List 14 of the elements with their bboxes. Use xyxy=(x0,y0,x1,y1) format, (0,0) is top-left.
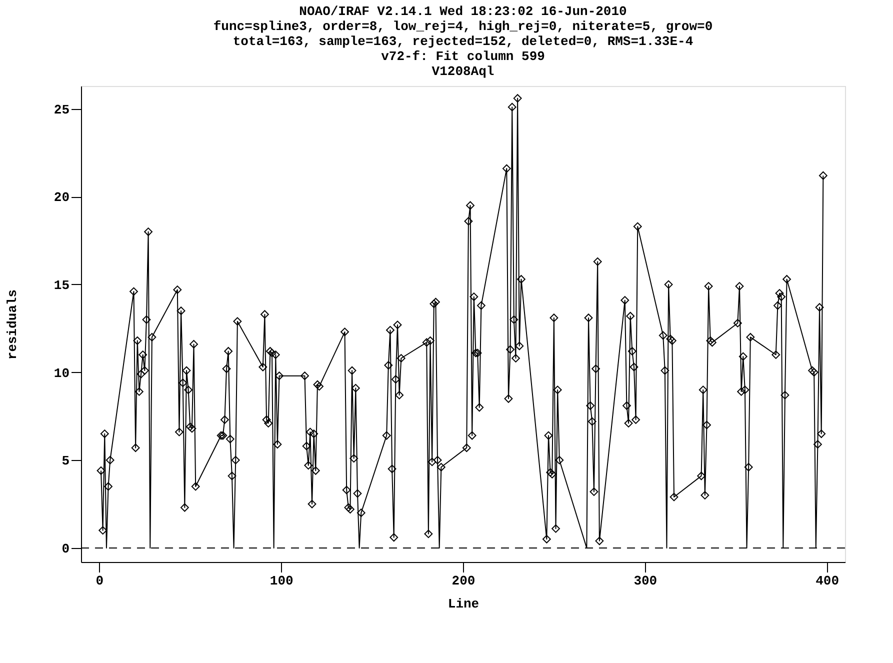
x-tick-label: 100 xyxy=(270,574,294,588)
x-tick-label: 400 xyxy=(816,574,840,588)
y-tick-label: 5 xyxy=(62,454,70,469)
x-tick-label: 0 xyxy=(96,574,104,588)
y-axis-title: residuals xyxy=(4,289,20,360)
y-tick-label: 0 xyxy=(62,541,70,556)
x-axis-title: Line xyxy=(448,596,480,612)
x-tick-label: 300 xyxy=(634,574,658,588)
y-tick-label: 10 xyxy=(54,366,70,381)
y-tick-label: 15 xyxy=(54,278,70,293)
chart-title: NOAO/IRAF V2.14.1 Wed 18:23:02 16-Jun-2010 func=spline3, order=8, low_rej=4, high_rej=0, niterate=5, grow=0 total=163, sample=163, rejected=152, deleted=0, RMS=1.33E-4 v72-f: Fit column 599 V1208Aql xyxy=(213,4,713,79)
y-tick-label: 20 xyxy=(54,190,70,206)
y-tick-label: 25 xyxy=(54,102,70,118)
x-tick-label: 200 xyxy=(452,574,476,588)
